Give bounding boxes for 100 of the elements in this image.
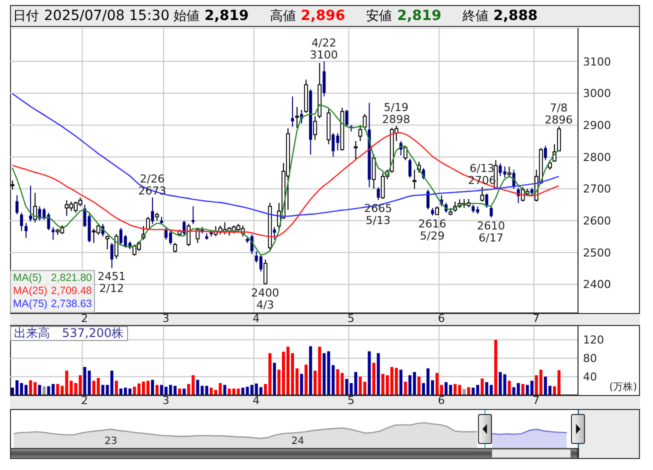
candlestick xyxy=(263,259,268,285)
bar xyxy=(372,362,376,395)
x-tick-label: 7 xyxy=(532,312,540,325)
bar xyxy=(210,388,213,395)
bar xyxy=(345,378,348,395)
candlestick xyxy=(345,109,348,128)
candlestick xyxy=(412,169,416,190)
candlestick xyxy=(74,201,78,214)
candlestick xyxy=(186,223,191,247)
text: 日付 xyxy=(13,9,39,24)
bar xyxy=(485,382,488,395)
bar xyxy=(557,370,560,395)
x-tick-label: 3 xyxy=(162,394,170,407)
x-tick-label: 6 xyxy=(438,312,445,325)
y-tick-label: 2500 xyxy=(583,246,611,260)
text: MA(5) 2,821.80 xyxy=(13,272,92,284)
bar xyxy=(114,380,118,395)
bar xyxy=(521,384,524,395)
bar xyxy=(160,384,164,395)
y-tick-label: 120 xyxy=(583,334,604,347)
x-tick-label: 4 xyxy=(252,312,260,325)
bar xyxy=(444,382,448,395)
bar xyxy=(178,388,182,395)
bar xyxy=(508,380,511,395)
text: 高値 xyxy=(270,9,296,24)
text: 2,896 xyxy=(300,8,346,24)
bar xyxy=(156,384,159,395)
bar xyxy=(516,383,520,395)
y-axis-title: (万株) xyxy=(609,382,637,393)
candlestick xyxy=(376,186,380,200)
candlestick xyxy=(16,194,19,215)
text: MA(75) 2,738.63 xyxy=(13,298,92,310)
candlestick xyxy=(164,226,168,240)
bar xyxy=(462,389,466,395)
x-tick-label: 4 xyxy=(252,394,260,407)
bar xyxy=(29,380,32,395)
text: 2,819 xyxy=(397,8,442,24)
bar xyxy=(399,370,402,395)
candlestick xyxy=(192,206,195,225)
bar xyxy=(530,380,534,395)
x-tick-label: 7 xyxy=(532,394,540,407)
chart-title: 出来高 537,200株 xyxy=(14,326,124,340)
candlestick xyxy=(173,242,178,253)
annotation: 4/22 3100 xyxy=(310,36,338,62)
bar xyxy=(467,387,470,395)
candlestick xyxy=(24,222,28,238)
candlestick xyxy=(29,185,32,222)
candlestick xyxy=(151,196,154,224)
candlestick xyxy=(557,126,561,152)
bar xyxy=(182,388,186,395)
candlestick xyxy=(480,186,484,202)
candlestick xyxy=(503,166,506,178)
y-tick-label: 2800 xyxy=(583,150,611,164)
annotation: 2616 5/29 xyxy=(418,218,446,243)
annotation: 7/8 2896 xyxy=(544,101,573,126)
bar xyxy=(394,368,398,395)
bar xyxy=(47,386,50,395)
bar xyxy=(128,388,132,395)
candlestick xyxy=(426,189,430,210)
candlestick xyxy=(272,226,276,240)
candlestick xyxy=(295,106,299,128)
candlestick xyxy=(291,96,294,128)
x-tick-label: 3 xyxy=(162,312,170,325)
candlestick xyxy=(64,200,69,216)
bar xyxy=(404,382,407,395)
x-tick-label: 23 xyxy=(104,436,118,447)
text: 2,888 xyxy=(493,8,538,24)
text: 安値 xyxy=(366,9,392,24)
bar xyxy=(417,376,420,395)
y-tick-label: 3100 xyxy=(583,55,611,68)
bar xyxy=(472,388,475,395)
text: MA(25) 2,709.48 xyxy=(13,285,92,297)
candlestick xyxy=(544,145,547,161)
candlestick xyxy=(332,132,335,158)
annotation: 2451 2/12 xyxy=(98,270,126,296)
bar xyxy=(503,374,506,395)
candlestick xyxy=(33,192,38,224)
bar xyxy=(196,380,200,395)
y-tick-label: 80 xyxy=(583,352,597,366)
candlestick xyxy=(322,60,326,97)
bar xyxy=(223,384,226,395)
candlestick xyxy=(114,234,118,260)
annotation: 2400 4/3 xyxy=(251,286,280,312)
candlestick xyxy=(408,158,412,178)
x-tick-label: 2 xyxy=(81,394,88,407)
annotation: 2610 6/17 xyxy=(476,219,505,244)
bar xyxy=(272,362,276,395)
bar xyxy=(151,380,154,395)
bar xyxy=(218,383,222,395)
candlestick xyxy=(105,235,110,250)
bar xyxy=(309,346,312,395)
bar xyxy=(88,370,91,395)
bar xyxy=(480,378,484,395)
candlestick xyxy=(313,116,318,140)
candlestick xyxy=(20,212,24,232)
x-tick-label: 2 xyxy=(81,312,88,325)
bar xyxy=(436,372,439,395)
y-tick-label: 2600 xyxy=(583,214,611,228)
candlestick xyxy=(485,193,488,208)
bar xyxy=(259,387,262,395)
